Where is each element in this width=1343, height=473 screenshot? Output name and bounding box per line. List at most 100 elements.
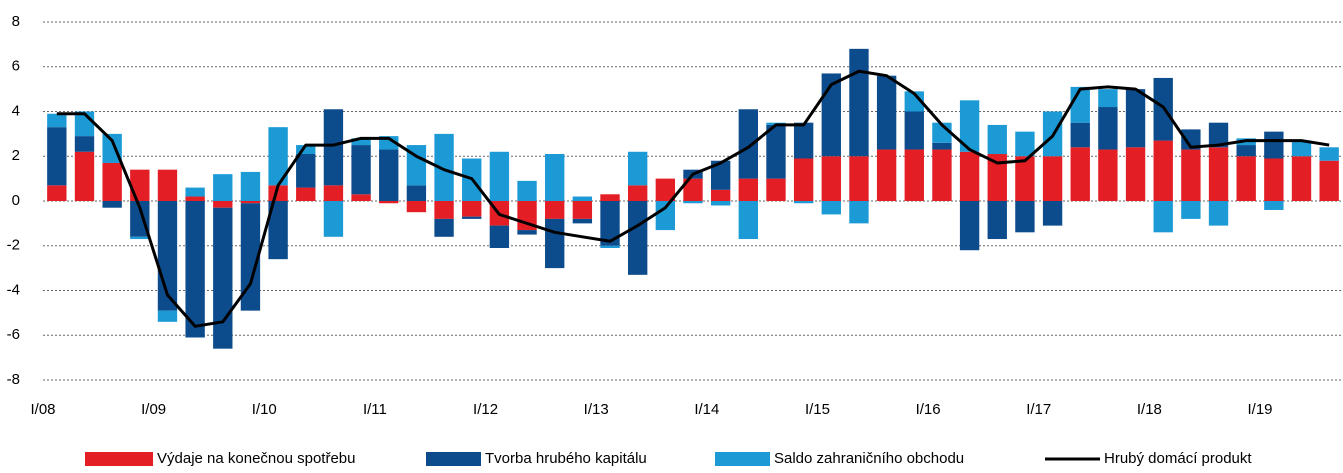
y-tick-label: -2: [7, 237, 20, 254]
x-tick-label: I/10: [252, 401, 277, 418]
bar: [793, 158, 814, 201]
bar: [545, 218, 565, 269]
bar: [157, 169, 178, 201]
y-tick-label: -8: [7, 371, 20, 388]
bar: [351, 138, 371, 146]
bar: [213, 207, 233, 349]
bar: [1181, 129, 1201, 150]
bar: [1098, 107, 1118, 150]
bar: [74, 136, 95, 152]
bar: [1125, 89, 1146, 148]
bar: [572, 196, 593, 201]
bar: [710, 201, 731, 206]
bar: [1181, 201, 1201, 219]
bar: [47, 113, 67, 128]
bar: [849, 201, 869, 224]
x-tick-label: I/18: [1137, 401, 1162, 418]
bar: [323, 201, 344, 237]
bar: [600, 201, 620, 246]
bar: [1208, 147, 1229, 201]
bar: [1015, 131, 1035, 157]
bar: [904, 91, 924, 112]
bar: [655, 201, 676, 231]
bar: [240, 171, 261, 201]
y-tick-label: 4: [12, 102, 20, 119]
bar: [296, 154, 316, 188]
bar: [904, 149, 924, 201]
legend-label: Výdaje na konečnou spotřebu: [157, 450, 355, 467]
legend-swatch: [426, 452, 481, 466]
bar: [1015, 201, 1035, 233]
bar: [1070, 122, 1090, 148]
bar: [959, 100, 980, 152]
bar: [628, 201, 648, 275]
y-tick-label: 6: [12, 58, 20, 75]
bar: [932, 142, 952, 150]
bar: [849, 156, 869, 201]
y-tick-label: 8: [12, 13, 20, 30]
bar: [130, 169, 150, 201]
bar: [517, 230, 537, 235]
bar: [1264, 201, 1284, 210]
bar: [1125, 147, 1146, 201]
bar: [1236, 156, 1256, 201]
bar: [849, 48, 869, 157]
bar: [157, 310, 178, 322]
bar: [987, 201, 1007, 240]
line: [56, 69, 1330, 328]
bar: [1098, 149, 1118, 201]
bar: [987, 124, 1007, 155]
bar: [1070, 86, 1090, 123]
x-tick-label: I/16: [916, 401, 941, 418]
bar: [213, 201, 233, 208]
bar: [683, 201, 703, 204]
bar: [130, 236, 150, 240]
bar: [1236, 145, 1256, 157]
bar: [462, 216, 482, 219]
legend-label: Hrubý domácí produkt: [1104, 450, 1252, 467]
bar: [683, 178, 703, 201]
bar: [296, 187, 316, 201]
bar: [710, 160, 731, 190]
x-tick-label: I/13: [584, 401, 609, 418]
bar: [710, 189, 731, 201]
bar: [766, 178, 786, 201]
bar: [628, 151, 648, 186]
bar: [47, 127, 67, 186]
x-tick-label: I/08: [30, 401, 55, 418]
bar: [185, 187, 205, 197]
bar: [351, 194, 371, 201]
y-tick-label: -6: [7, 326, 20, 343]
bar: [379, 201, 399, 204]
bar: [766, 124, 786, 179]
bar: [1098, 89, 1118, 108]
bar: [572, 218, 593, 224]
bar: [1208, 201, 1229, 226]
bar: [434, 201, 454, 219]
bar: [904, 111, 924, 150]
bar: [628, 185, 648, 201]
bar: [545, 201, 565, 219]
bar: [323, 185, 344, 201]
bar: [1042, 201, 1063, 226]
bar: [102, 201, 122, 208]
bar: [268, 201, 288, 260]
bar: [268, 127, 288, 186]
bar: [74, 151, 95, 201]
bar: [1015, 156, 1035, 201]
bar: [545, 154, 565, 201]
bar: [738, 201, 758, 240]
bar: [987, 154, 1007, 201]
legend: Výdaje na konečnou spotřebu Tvorba hrubéh…: [85, 450, 1252, 467]
bar: [102, 162, 122, 201]
bar: [1291, 156, 1312, 201]
bar: [1291, 140, 1312, 157]
bar: [240, 203, 261, 311]
x-tick-label: I/12: [473, 401, 498, 418]
bar: [240, 201, 261, 204]
bar: [213, 174, 233, 201]
x-tick-label: I/09: [141, 401, 166, 418]
bar: [1153, 140, 1173, 201]
bar: [821, 201, 841, 215]
bar: [1070, 147, 1090, 201]
